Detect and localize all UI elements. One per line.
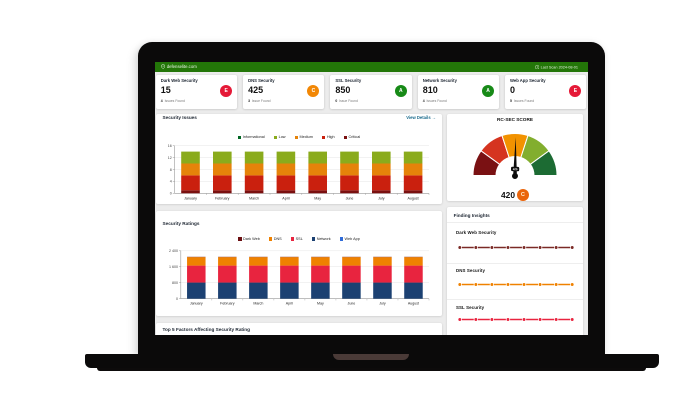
svg-text:800: 800	[172, 281, 178, 285]
svg-text:16: 16	[168, 144, 172, 148]
svg-text:March: March	[249, 197, 259, 201]
svg-text:420: 420	[513, 167, 518, 171]
svg-text:June: June	[348, 301, 356, 305]
svg-text:August: August	[408, 301, 419, 305]
svg-text:January: January	[190, 301, 203, 305]
svg-text:January: January	[184, 197, 197, 201]
svg-text:12: 12	[168, 156, 172, 160]
svg-text:July: July	[379, 301, 386, 305]
svg-text:2 400: 2 400	[169, 249, 178, 253]
svg-text:March: March	[253, 301, 263, 305]
svg-text:August: August	[407, 197, 418, 201]
svg-text:0: 0	[176, 297, 178, 301]
svg-text:February: February	[215, 197, 230, 201]
svg-text:July: July	[378, 197, 385, 201]
svg-text:February: February	[220, 301, 235, 305]
svg-text:May: May	[317, 301, 324, 305]
svg-text:April: April	[282, 197, 289, 201]
svg-text:4: 4	[170, 180, 172, 184]
svg-text:June: June	[346, 197, 354, 201]
svg-text:April: April	[286, 301, 293, 305]
svg-text:8: 8	[170, 168, 172, 172]
svg-text:0: 0	[170, 192, 172, 196]
svg-text:1 600: 1 600	[169, 265, 178, 269]
svg-text:May: May	[314, 197, 321, 201]
